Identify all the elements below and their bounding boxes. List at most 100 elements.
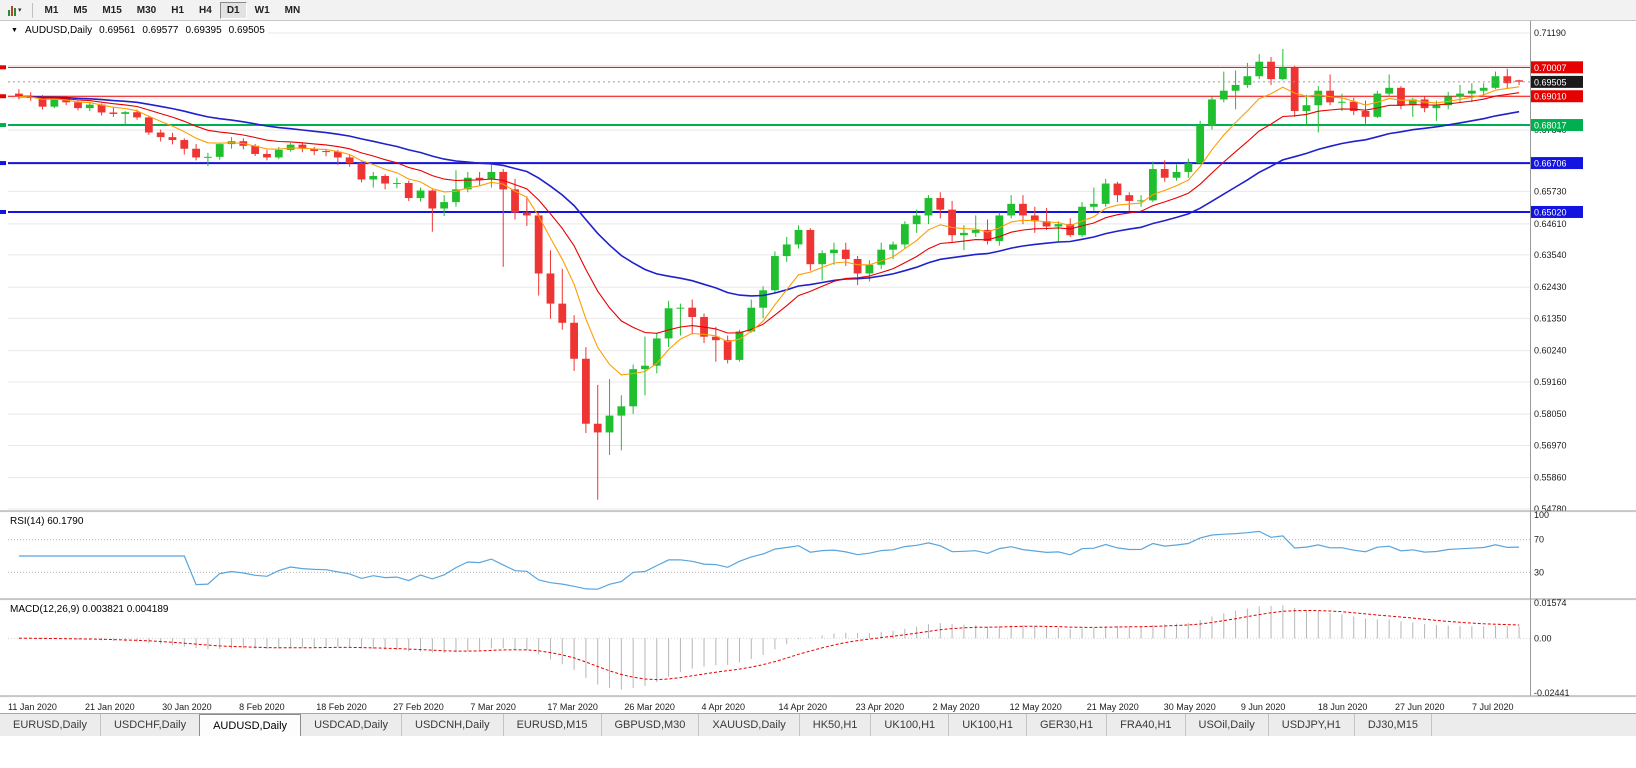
chart-tabs-bar: EURUSD,Daily USDCHF,Daily AUDUSD,Daily USDC…	[0, 713, 1636, 736]
price-level-badge-0.66706[interactable]: 0.66706	[1531, 157, 1583, 170]
collapse-icon[interactable]: ▼	[11, 27, 18, 34]
chart-tab-dj30-m15[interactable]: DJ30,M15	[1354, 714, 1432, 736]
svg-text:-0.02441: -0.02441	[1534, 688, 1570, 698]
svg-text:0.69505: 0.69505	[1534, 77, 1567, 87]
chart-tab-uk100-h1[interactable]: UK100,H1	[949, 714, 1027, 736]
macd-histogram	[30, 605, 1520, 690]
macd-indicator-label: MACD(12,26,9) 0.003821 0.004189	[10, 604, 169, 615]
svg-text:12 May 2020: 12 May 2020	[1010, 702, 1062, 712]
chart-tab-uk100-h1[interactable]: UK100,H1	[871, 714, 950, 736]
close-value: 0.69505	[228, 25, 265, 36]
svg-text:7 Mar 2020: 7 Mar 2020	[470, 702, 516, 712]
chart-tab-eurusd-daily[interactable]: EURUSD,Daily	[0, 714, 101, 736]
svg-text:70: 70	[1534, 535, 1544, 545]
svg-text:0.60240: 0.60240	[1534, 346, 1567, 356]
level-left-marker	[0, 209, 6, 214]
level-left-marker	[0, 161, 6, 166]
rsi-line	[18, 530, 1520, 590]
svg-text:0.62430: 0.62430	[1534, 282, 1567, 292]
svg-text:0.71190: 0.71190	[1534, 28, 1566, 38]
chart-tab-usdjpy-h1[interactable]: USDJPY,H1	[1268, 714, 1355, 736]
timeframe-button-m1[interactable]: M1	[44, 4, 59, 16]
level-left-marker	[0, 94, 6, 99]
svg-text:26 Mar 2020: 26 Mar 2020	[624, 702, 675, 712]
chart-title: ▼ AUDUSD,Daily 0.69561 0.69577 0.69395 0…	[8, 25, 268, 36]
chart-tab-audusd-daily[interactable]: AUDUSD,Daily	[199, 714, 302, 736]
timeframe-button-w1[interactable]: W1	[254, 4, 270, 16]
svg-text:0.59160: 0.59160	[1534, 377, 1567, 387]
svg-text:0.69010: 0.69010	[1534, 92, 1567, 102]
symbol-period-label: AUDUSD,Daily	[24, 25, 93, 36]
svg-text:17 Mar 2020: 17 Mar 2020	[547, 702, 598, 712]
price-level-badge-0.69010[interactable]: 0.69010	[1531, 90, 1583, 103]
timeframe-button-m5[interactable]: M5	[73, 4, 88, 16]
open-value: 0.69561	[99, 25, 136, 36]
svg-text:11 Jan 2020: 11 Jan 2020	[8, 702, 57, 712]
svg-text:0.55860: 0.55860	[1534, 473, 1567, 483]
timeframe-button-m30[interactable]: M30	[136, 4, 157, 16]
chart-tab-usoil-daily[interactable]: USOil,Daily	[1185, 714, 1269, 736]
svg-text:14 Apr 2020: 14 Apr 2020	[779, 702, 828, 712]
timeframe-button-d1[interactable]: D1	[219, 1, 247, 19]
svg-text:9 Jun 2020: 9 Jun 2020	[1241, 702, 1286, 712]
svg-text:23 Apr 2020: 23 Apr 2020	[856, 702, 905, 712]
top-toolbar: ▾ M1 M5 M15 M30 H1 H4 D1 W1 MN	[0, 0, 1636, 21]
level-left-marker	[0, 123, 6, 128]
chart-tab-usdcad-daily[interactable]: USDCAD,Daily	[301, 714, 403, 736]
svg-text:0.65730: 0.65730	[1534, 186, 1567, 196]
chart-tab-usdchf-daily[interactable]: USDCHF,Daily	[100, 714, 201, 736]
low-value: 0.69395	[185, 25, 222, 36]
candlestick-series	[15, 48, 1523, 500]
current-price-badge[interactable]: 0.69505	[1531, 75, 1583, 88]
svg-text:7 Jul 2020: 7 Jul 2020	[1472, 702, 1514, 712]
svg-text:0.63540: 0.63540	[1534, 250, 1567, 260]
rsi-indicator-label: RSI(14) 60.1790	[10, 516, 84, 527]
ma-fast-line	[18, 86, 1520, 376]
ma-mid-line	[18, 92, 1520, 334]
svg-text:0.56970: 0.56970	[1534, 440, 1567, 450]
svg-text:0.00: 0.00	[1534, 633, 1552, 643]
svg-text:0.65020: 0.65020	[1534, 207, 1567, 217]
timeframe-buttons: M1 M5 M15 M30 H1 H4 D1 W1 MN	[38, 1, 308, 19]
chart-tab-hk50-h1[interactable]: HK50,H1	[799, 714, 872, 736]
svg-text:30 May 2020: 30 May 2020	[1164, 702, 1216, 712]
chart-tab-eurusd-m15[interactable]: EURUSD,M15	[503, 714, 602, 736]
svg-text:0.61350: 0.61350	[1534, 313, 1567, 323]
svg-text:21 Jan 2020: 21 Jan 2020	[85, 702, 135, 712]
level-left-marker	[0, 65, 6, 70]
chart-tab-gbpusd-m30[interactable]: GBPUSD,M30	[601, 714, 700, 736]
chart-tab-ger30-h1[interactable]: GER30,H1	[1026, 714, 1108, 736]
svg-text:2 May 2020: 2 May 2020	[933, 702, 980, 712]
chart-tab-xauusd-daily[interactable]: XAUUSD,Daily	[699, 714, 800, 736]
chart-canvas[interactable]: 0.711900.700700.689500.678400.667300.657…	[0, 21, 1636, 713]
chart-tab-usdcnh-daily[interactable]: USDCNH,Daily	[402, 714, 504, 736]
candlestick-chart-icon	[8, 5, 16, 16]
svg-text:0.70007: 0.70007	[1534, 63, 1567, 73]
svg-text:27 Feb 2020: 27 Feb 2020	[393, 702, 444, 712]
chart-window: 0.711900.700700.689500.678400.667300.657…	[0, 21, 1636, 713]
svg-text:0.54780: 0.54780	[1534, 504, 1567, 514]
svg-text:100: 100	[1534, 510, 1549, 520]
price-level-badge-0.70007[interactable]: 0.70007	[1531, 61, 1583, 74]
price-level-badge-0.68017[interactable]: 0.68017	[1531, 119, 1583, 132]
ma-slow-line	[18, 95, 1520, 297]
timeframe-button-mn[interactable]: MN	[284, 4, 301, 16]
svg-text:0.68017: 0.68017	[1534, 121, 1567, 131]
svg-text:18 Feb 2020: 18 Feb 2020	[316, 702, 367, 712]
svg-text:0.64610: 0.64610	[1534, 219, 1567, 229]
svg-text:18 Jun 2020: 18 Jun 2020	[1318, 702, 1368, 712]
toolbar-separator	[31, 2, 33, 18]
timeframe-button-h4[interactable]: H4	[199, 4, 212, 16]
svg-text:0.01574: 0.01574	[1534, 598, 1567, 608]
mt4-window: ▾ M1 M5 M15 M30 H1 H4 D1 W1 MN 0.711900.700700.6…	[0, 0, 1636, 736]
macd-signal-line	[18, 609, 1520, 681]
chart-tab-fra40-h1[interactable]: FRA40,H1	[1107, 714, 1186, 736]
timeframe-button-m15[interactable]: M15	[102, 4, 122, 16]
svg-text:0.58050: 0.58050	[1534, 409, 1567, 419]
high-value: 0.69577	[142, 25, 179, 36]
timeframe-button-h1[interactable]: H1	[171, 4, 185, 16]
chart-mode-dropdown[interactable]: ▾	[3, 2, 27, 19]
svg-text:30: 30	[1534, 567, 1544, 577]
chevron-down-icon: ▾	[18, 6, 22, 14]
price-level-badge-0.65020[interactable]: 0.65020	[1531, 205, 1583, 218]
